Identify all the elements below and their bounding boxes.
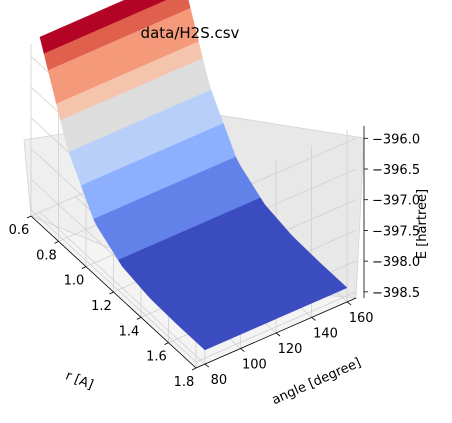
z-tick-label: −398.5	[372, 286, 420, 301]
x-tick-mark	[191, 367, 197, 371]
z-tick-label: −396.0	[372, 132, 420, 147]
y-tick-mark	[204, 363, 210, 368]
y-axis-label: angle [degree]	[270, 355, 364, 408]
z-tick-label: −396.5	[372, 163, 420, 178]
x-tick-mark	[54, 240, 59, 244]
y-tick-label: 140	[313, 326, 338, 341]
z-axis-label: E [hartree]	[415, 189, 430, 259]
chart-title: data/H2S.csv	[141, 24, 240, 42]
z-tick-label: −397.0	[372, 194, 420, 209]
x-tick-labels: 0.6 0.8 1.0 1.2 1.4 1.6 1.8	[9, 215, 197, 390]
x-tick-mark	[26, 215, 32, 219]
y-tick-mark	[275, 332, 281, 337]
energy-surface	[39, 0, 348, 351]
x-tick-label: 0.8	[36, 248, 57, 263]
x-tick-mark	[109, 291, 114, 295]
x-tick-label: 1.6	[146, 350, 167, 365]
x-tick-mark	[81, 266, 87, 270]
y-tick-labels: 80 100 120 140 160	[204, 301, 374, 388]
x-tick-label: 1.0	[64, 274, 85, 289]
x-tick-mark	[136, 316, 142, 320]
y-tick-label: 120	[278, 342, 303, 357]
x-tick-label: 1.8	[174, 375, 195, 390]
y-tick-mark	[240, 348, 245, 352]
z-tick-label: −397.5	[372, 224, 420, 239]
z-tick-label: −398.0	[372, 255, 420, 270]
x-tick-label: 1.4	[119, 324, 140, 339]
x-tick-mark	[164, 342, 169, 346]
surface-patch	[200, 341, 216, 351]
y-tick-label: 80	[211, 373, 228, 388]
z-grid-5	[30, 209, 357, 363]
z-tick-labels: −396.0 −396.5 −397.0 −397.5 −398.0 −398.5	[364, 132, 420, 301]
x-axis-label: r [A]	[63, 368, 95, 393]
y-tick-mark	[346, 301, 352, 306]
y-tick-mark	[311, 317, 316, 321]
x-tick-label: 0.6	[9, 223, 30, 238]
x-tick-label: 1.2	[91, 299, 112, 314]
y-grid-floor-0	[39, 211, 206, 365]
y-tick-label: 100	[242, 358, 267, 373]
y-tick-label: 160	[349, 311, 374, 326]
